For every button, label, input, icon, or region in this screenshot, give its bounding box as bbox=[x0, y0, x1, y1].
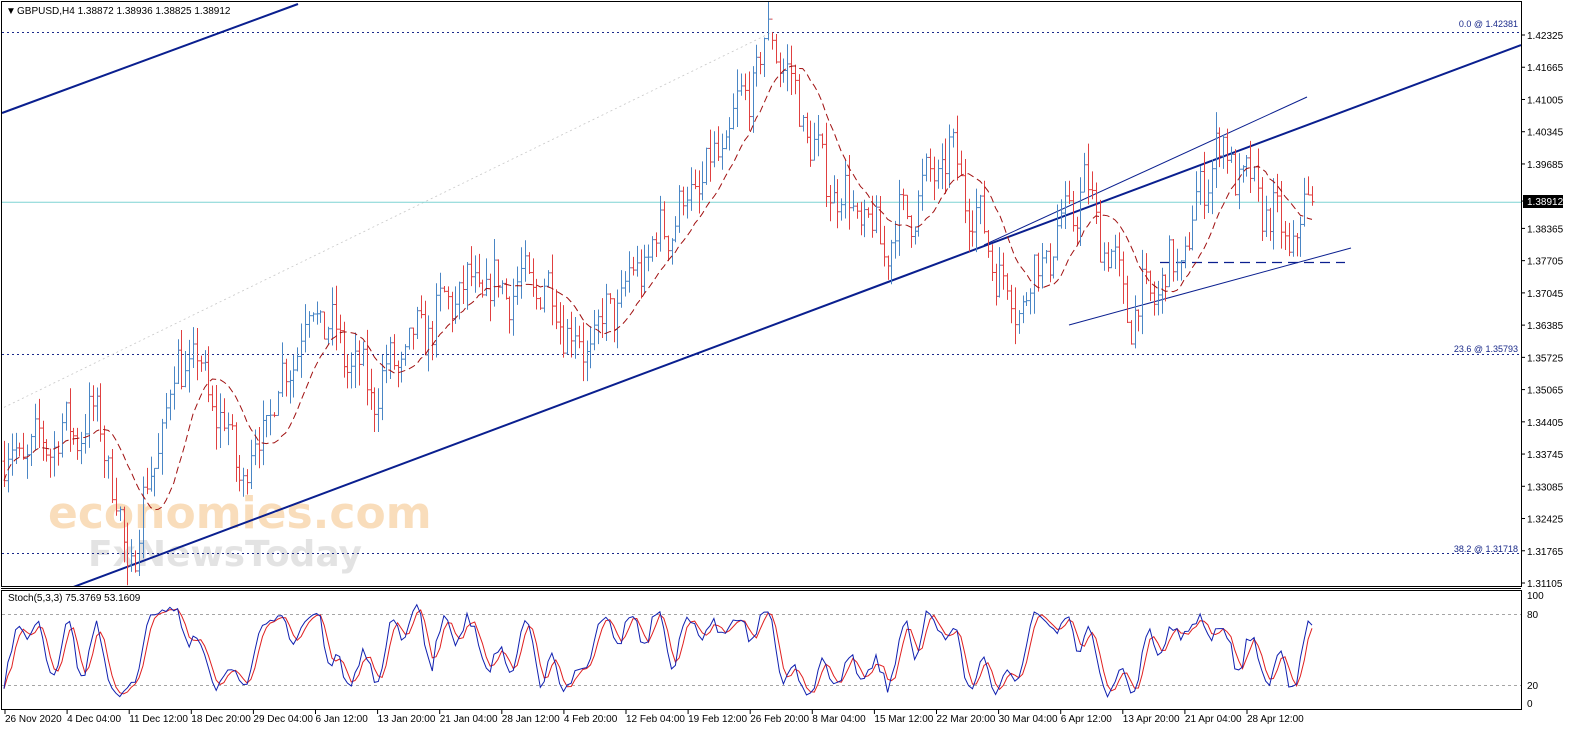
current-price-label: 1.38912 bbox=[1527, 197, 1564, 208]
price-label: 1.42325 bbox=[1527, 31, 1564, 42]
current-price-tag: 1.38912 bbox=[1523, 195, 1564, 208]
main-trendline[interactable] bbox=[60, 44, 1521, 592]
price-label: 1.33085 bbox=[1527, 482, 1564, 493]
stoch-axis-100: 100 bbox=[1527, 591, 1544, 602]
time-label: 12 Feb 04:00 bbox=[626, 714, 685, 725]
time-label: 26 Feb 20:00 bbox=[750, 714, 809, 725]
moving-average-line bbox=[3, 65, 1313, 511]
stoch-main-line bbox=[3, 603, 1313, 699]
time-label: 22 Mar 20:00 bbox=[937, 714, 996, 725]
watermark-economies: economies.com bbox=[48, 488, 432, 539]
price-label: 1.38365 bbox=[1527, 224, 1564, 235]
time-label: 11 Dec 12:00 bbox=[129, 714, 188, 725]
time-label: 28 Apr 12:00 bbox=[1247, 714, 1304, 725]
price-label: 1.35065 bbox=[1527, 386, 1564, 397]
price-label: 1.37705 bbox=[1527, 257, 1564, 268]
symbol-dropdown-icon[interactable]: ▼ bbox=[6, 6, 16, 17]
price-label: 1.31765 bbox=[1527, 547, 1564, 558]
time-label: 26 Nov 2020 bbox=[5, 714, 62, 725]
stoch-axis-0: 0 bbox=[1527, 699, 1533, 710]
price-axis: 1.42325 1.41665 1.41005 1.40345 1.39685 1.389… bbox=[1521, 31, 1564, 590]
time-label: 6 Jan 12:00 bbox=[316, 714, 369, 725]
fib-label-236: 23.6 @ 1.35793 bbox=[1454, 344, 1518, 354]
time-label: 6 Apr 12:00 bbox=[1061, 714, 1113, 725]
time-label: 13 Jan 20:00 bbox=[378, 714, 436, 725]
stoch-axis: 100 80 20 0 bbox=[1527, 591, 1544, 710]
stoch-axis-80: 80 bbox=[1527, 610, 1539, 621]
price-label: 1.41665 bbox=[1527, 63, 1564, 74]
stoch-label: Stoch(5,3,3) 75.3769 53.1609 bbox=[8, 593, 141, 604]
time-label: 4 Feb 20:00 bbox=[564, 714, 618, 725]
price-label: 1.40345 bbox=[1527, 128, 1564, 139]
time-label: 18 Dec 20:00 bbox=[191, 714, 251, 725]
price-label: 1.41005 bbox=[1527, 95, 1564, 106]
channel-top-line[interactable] bbox=[983, 96, 1308, 246]
stoch-signal-line bbox=[3, 608, 1313, 695]
price-label: 1.39685 bbox=[1527, 160, 1564, 171]
time-label: 21 Jan 04:00 bbox=[440, 714, 498, 725]
time-label: 13 Apr 20:00 bbox=[1123, 714, 1180, 725]
stoch-axis-20: 20 bbox=[1527, 681, 1539, 692]
price-label: 1.34405 bbox=[1527, 418, 1564, 429]
time-label: 4 Dec 04:00 bbox=[67, 714, 121, 725]
stoch-panel-frame bbox=[1, 590, 1522, 710]
time-label: 15 Mar 12:00 bbox=[874, 714, 933, 725]
price-label: 1.32425 bbox=[1527, 515, 1564, 526]
price-label: 1.35725 bbox=[1527, 353, 1564, 364]
fib-label-0: 0.0 @ 1.42381 bbox=[1459, 19, 1518, 29]
watermark-fxnewstoday: FxNewsToday bbox=[88, 534, 362, 575]
time-label: 29 Dec 04:00 bbox=[253, 714, 313, 725]
price-label: 1.37045 bbox=[1527, 289, 1564, 300]
fib-label-382: 38.2 @ 1.31718 bbox=[1454, 544, 1518, 554]
time-label: 30 Mar 04:00 bbox=[999, 714, 1058, 725]
price-label: 1.36385 bbox=[1527, 321, 1564, 332]
time-axis: 26 Nov 2020 4 Dec 04:00 11 Dec 12:00 18 Dec… bbox=[4, 710, 1304, 725]
channel-bottom-line[interactable] bbox=[1068, 247, 1352, 326]
price-label: 1.33745 bbox=[1527, 450, 1564, 461]
watermark: economies.com FxNewsToday bbox=[48, 488, 432, 575]
symbol-info: GBPUSD,H4 1.38872 1.38936 1.38825 1.3891… bbox=[17, 6, 231, 17]
upper-channel-line[interactable] bbox=[2, 3, 299, 114]
time-label: 21 Apr 04:00 bbox=[1185, 714, 1242, 725]
time-label: 19 Feb 12:00 bbox=[688, 714, 747, 725]
time-label: 8 Mar 04:00 bbox=[812, 714, 866, 725]
price-label: 1.31105 bbox=[1527, 579, 1563, 590]
main-panel-frame bbox=[1, 1, 1522, 587]
time-label: 28 Jan 12:00 bbox=[502, 714, 560, 725]
